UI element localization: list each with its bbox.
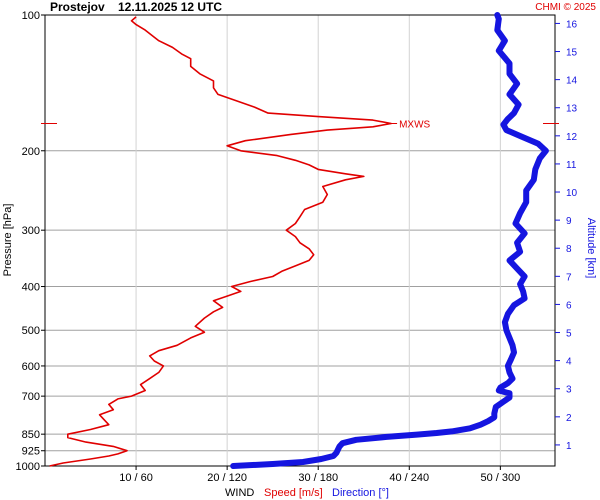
- altitude-tick-label-7: 7: [566, 272, 572, 283]
- wind-tick-label-20: 20 / 120: [207, 472, 247, 484]
- x-label-direction: Direction [°]: [332, 487, 389, 499]
- mxws-label: MXWS: [399, 119, 430, 130]
- pressure-tick-label-300: 300: [22, 225, 40, 237]
- pressure-tick-label-100: 100: [22, 10, 40, 22]
- wind-tick-label-50: 50 / 300: [480, 472, 520, 484]
- altitude-tick-label-15: 15: [566, 48, 578, 59]
- wind-tick-label-10: 10 / 60: [119, 472, 153, 484]
- altitude-tick-label-6: 6: [566, 300, 572, 311]
- x-label-wind: WIND: [225, 487, 254, 499]
- altitude-tick-label-10: 10: [566, 188, 578, 199]
- altitude-tick-label-3: 3: [566, 385, 572, 396]
- altitude-tick-label-13: 13: [566, 104, 578, 115]
- altitude-tick-label-12: 12: [566, 132, 578, 143]
- pressure-tick-label-200: 200: [22, 146, 40, 158]
- pressure-tick-label-850: 850: [22, 429, 40, 441]
- wind-vertical-gridlines: [135, 15, 501, 466]
- station-name: Prostejov: [50, 0, 105, 14]
- altitude-tick-label-5: 5: [566, 329, 572, 340]
- altitude-tick-label-8: 8: [566, 244, 572, 255]
- plot-frame: [44, 14, 556, 467]
- plot-area: MXWS: [41, 12, 559, 469]
- altitude-tick-label-14: 14: [566, 76, 578, 87]
- wind-tick-label-30: 30 / 180: [298, 472, 338, 484]
- pressure-tick-label-500: 500: [22, 325, 40, 337]
- pressure-tick-label-925: 925: [22, 446, 40, 458]
- sounding-datetime: 12.11.2025 12 UTC: [118, 0, 222, 14]
- altitude-tick-label-2: 2: [566, 413, 572, 424]
- copyright-label: CHMI © 2025: [535, 2, 596, 13]
- pressure-tick-label-1000: 1000: [16, 461, 40, 473]
- altitude-tick-label-16: 16: [566, 19, 578, 30]
- direction-series-line: [230, 12, 549, 469]
- altitude-tick-label-1: 1: [566, 441, 572, 452]
- altitude-tick-label-4: 4: [566, 357, 572, 368]
- speed-series-line: [49, 16, 392, 467]
- pressure-tick-label-400: 400: [22, 282, 40, 294]
- pressure-tick-label-600: 600: [22, 361, 40, 373]
- altitude-tick-label-11: 11: [566, 160, 577, 171]
- wind-tick-label-40: 40 / 240: [389, 472, 429, 484]
- pressure-tick-label-700: 700: [22, 391, 40, 403]
- pressure-gridlines: [45, 150, 555, 452]
- y-axis-label: Pressure [hPa]: [2, 204, 14, 277]
- y2-axis-label: Altitude [km]: [585, 218, 597, 279]
- x-label-speed: Speed [m/s]: [264, 487, 323, 499]
- altitude-tick-label-9: 9: [566, 216, 572, 227]
